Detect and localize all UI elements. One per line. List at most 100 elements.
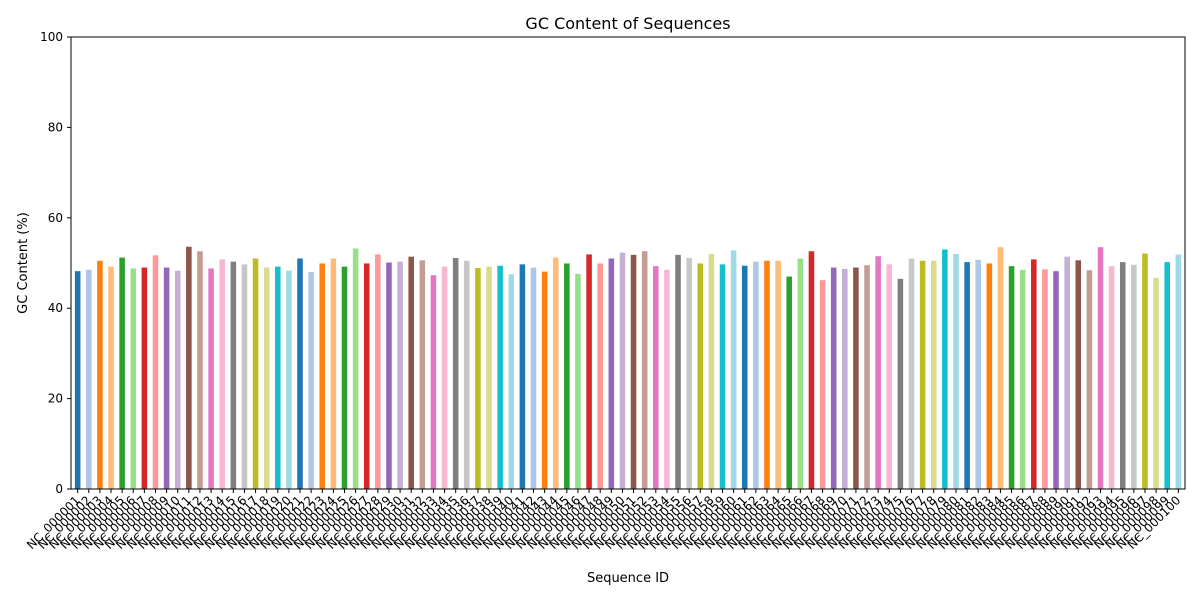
bar-NC_000090 [1064,256,1070,489]
bar-NC_000061 [741,265,748,489]
bar-NC_000009 [163,267,170,489]
bar-NC_000030 [397,261,403,489]
bar-NC_000088 [1042,269,1048,489]
x-axis-label: Sequence ID [587,571,669,586]
bar-NC_000070 [842,268,848,489]
bar-NC_000039 [497,265,503,489]
bar-NC_000034 [441,266,448,489]
bar-NC_000086 [1019,269,1026,489]
bar-NC_000022 [308,272,314,489]
bar-NC_000052 [641,251,648,489]
bar-NC_000058 [708,253,715,489]
bar-NC_000089 [1053,271,1059,489]
bar-NC_000078 [930,260,937,489]
bar-NC_000014 [219,259,225,489]
bar-NC_000011 [186,246,192,489]
x-axis: NC_000001NC_000002NC_000003NC_000004NC_0… [24,489,1183,552]
bar-NC_000076 [908,258,915,489]
bar-NC_000063 [764,260,770,489]
bar-NC_000077 [919,260,926,489]
bar-NC_000044 [552,257,559,489]
bar-NC_000051 [630,254,637,489]
bar-NC_000062 [753,261,759,489]
bar-NC_000072 [864,265,870,489]
bar-NC_000005 [119,257,125,489]
bar-NC_000021 [297,258,303,489]
bar-NC_000025 [341,266,348,489]
bar-NC_000040 [508,274,515,489]
bar-NC_000028 [375,254,381,489]
bar-NC_000071 [853,267,859,489]
y-tick-label: 100 [40,30,63,44]
bar-NC_000056 [686,258,692,489]
bar-NC_000003 [97,260,103,489]
bar-NC_000024 [330,258,337,489]
bar-NC_000042 [530,267,537,489]
bar-NC_000036 [464,260,470,489]
bar-NC_000002 [86,269,92,489]
bar-NC_000091 [1075,260,1082,489]
bar-NC_000050 [619,252,626,489]
bar-NC_000047 [586,254,592,489]
y-tick-label: 80 [48,120,63,134]
bar-NC_000041 [519,264,526,489]
bar-NC_000033 [430,275,437,489]
bar-NC_000065 [786,276,792,489]
bar-NC_000066 [797,258,804,489]
bar-NC_000010 [174,270,181,489]
bar-NC_000081 [964,262,970,489]
y-tick-label: 20 [48,392,63,406]
y-axis: 0 20 40 60 80 100 [40,30,71,496]
bar-NC_000020 [286,270,292,489]
bar-NC_000049 [608,258,615,489]
bar-NC_000026 [352,248,359,489]
bar-NC_000019 [275,266,281,489]
bar-NC_000031 [408,256,414,489]
bar-NC_000054 [664,269,670,489]
bar-NC_000087 [1031,259,1037,489]
bar-NC_000008 [152,255,159,489]
bar-NC_000097 [1142,253,1148,489]
bar-NC_000067 [808,251,815,489]
bar-NC_000094 [1108,266,1115,489]
chart-title: GC Content of Sequences [525,14,730,33]
bar-NC_000027 [363,263,370,489]
bar-NC_000068 [819,280,826,489]
bar-NC_000046 [575,273,581,489]
bar-NC_000018 [263,267,270,489]
bar-NC_000096 [1131,264,1137,489]
bar-NC_000038 [486,266,492,489]
bar-NC_000053 [653,266,659,489]
bar-NC_000045 [564,263,570,489]
bar-NC_000075 [897,278,904,489]
bar-NC_000016 [241,264,248,489]
bar-NC_000074 [886,264,893,489]
bar-NC_000064 [775,260,781,489]
bar-NC_000043 [541,271,548,489]
bar-NC_000099 [1164,262,1170,489]
bar-NC_000037 [475,267,481,489]
bar-NC_000093 [1097,247,1104,489]
y-tick-label: 60 [48,211,63,225]
bar-NC_000023 [319,263,326,489]
bar-NC_000057 [697,263,704,489]
bar-NC_000079 [942,249,948,489]
bar-NC_000015 [230,261,237,489]
bar-NC_000098 [1153,277,1159,489]
bar-NC_000092 [1086,270,1093,489]
bar-NC_000085 [1008,266,1015,489]
bar-NC_000012 [197,251,203,489]
bar-NC_000032 [419,260,426,489]
bar-NC_000060 [730,250,737,489]
bar-NC_000059 [719,264,726,489]
bar-NC_000001 [74,271,81,489]
bar-NC_000080 [953,253,959,489]
bar-NC_000082 [975,259,981,489]
plot-frame [70,36,1186,490]
bar-NC_000007 [141,267,148,489]
bar-NC_000048 [597,263,603,489]
bar-NC_000035 [452,258,459,489]
bar-NC_000017 [252,258,259,489]
